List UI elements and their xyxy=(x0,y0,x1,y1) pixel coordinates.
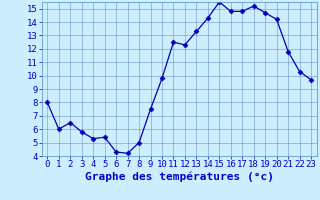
X-axis label: Graphe des températures (°c): Graphe des températures (°c) xyxy=(85,172,274,182)
